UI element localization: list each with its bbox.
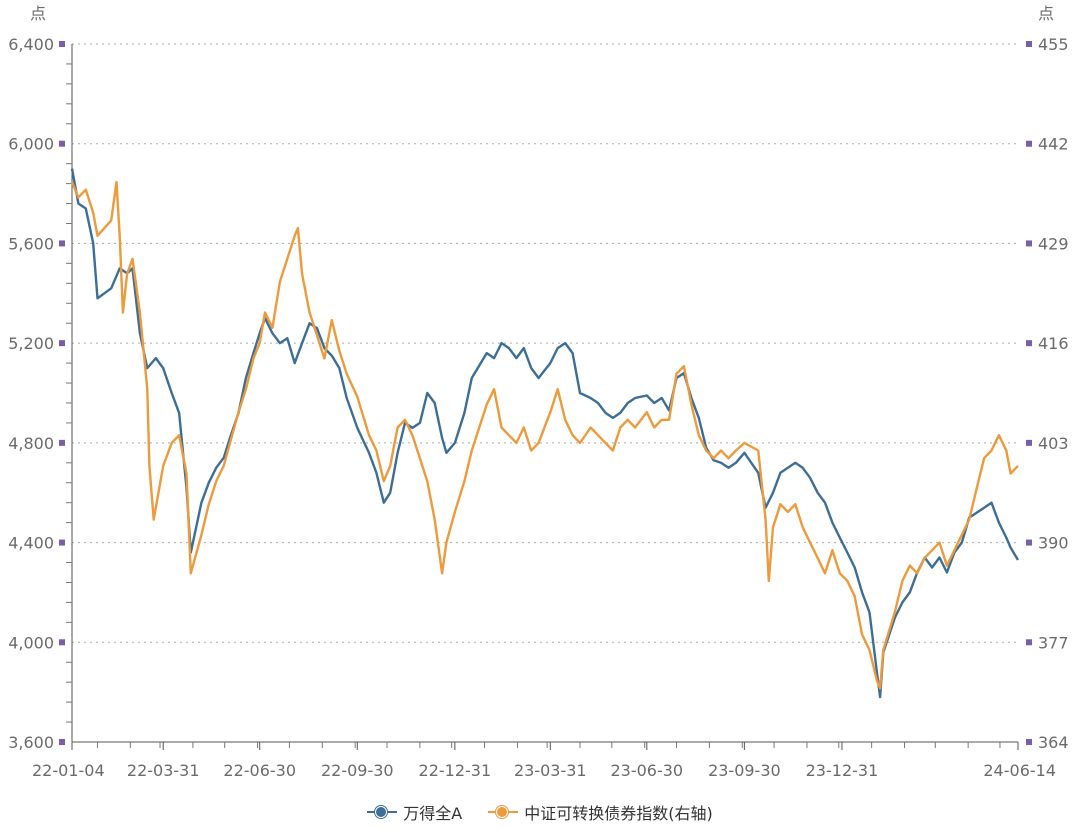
x-tick-label: 22-01-04 xyxy=(32,761,105,780)
x-axis-ticks: 22-01-04 22-03-31 22-06-30 22-09-30 22-12-31… xyxy=(32,742,1056,780)
left-tick-label: 4,800 xyxy=(8,434,54,453)
left-tick-marker xyxy=(59,639,65,646)
left-tick-label: 4,000 xyxy=(8,633,54,652)
legend-marker-icon xyxy=(488,805,519,819)
left-tick-marker xyxy=(59,439,65,446)
right-tick-label: 416 xyxy=(1038,334,1069,353)
right-tick-label: 377 xyxy=(1038,633,1069,652)
right-axis-unit: 点 xyxy=(1038,4,1054,23)
x-tick-label: 22-09-30 xyxy=(321,761,394,780)
x-tick-label: 23-06-30 xyxy=(610,761,683,780)
legend: 万得全A 中证可转换债券指数(右轴) xyxy=(0,800,1080,824)
legend-marker-icon xyxy=(367,805,398,819)
left-tick-marker xyxy=(59,41,65,47)
left-axis-ticks: 3,600 4,000 4,400 4,800 5,200 5,600 6,000 6,400 xyxy=(8,35,72,752)
gridlines xyxy=(72,43,1018,643)
legend-item-convertible-bond-index[interactable]: 中证可转换债券指数(右轴) xyxy=(488,800,713,824)
right-tick-label: 390 xyxy=(1038,534,1069,553)
left-tick-marker xyxy=(59,539,65,546)
series-line-convertible-bond-index xyxy=(70,180,1019,690)
left-tick-label: 4,400 xyxy=(8,534,54,553)
right-tick-marker xyxy=(1026,639,1032,646)
right-tick-marker xyxy=(1026,41,1032,47)
x-tick-label: 24-06-14 xyxy=(983,761,1056,780)
x-tick-label: 22-06-30 xyxy=(223,761,296,780)
left-tick-label: 6,400 xyxy=(8,35,54,54)
right-axis-ticks: 364 377 390 403 416 429 442 455 xyxy=(1026,35,1069,752)
legend-item-wind-all-a[interactable]: 万得全A xyxy=(367,800,462,824)
right-tick-label: 429 xyxy=(1038,234,1069,253)
left-tick-marker xyxy=(59,739,65,745)
x-tick-label: 23-09-30 xyxy=(708,761,781,780)
x-tick-label: 22-12-31 xyxy=(419,761,492,780)
left-tick-label: 3,600 xyxy=(8,733,54,752)
x-tick-label: 23-03-31 xyxy=(514,761,587,780)
legend-label-convertible-bond-index: 中证可转换债券指数(右轴) xyxy=(524,804,713,823)
series-layer xyxy=(70,168,1020,699)
right-tick-label: 403 xyxy=(1038,434,1069,453)
right-tick-label: 364 xyxy=(1038,733,1069,752)
legend-label-wind-all-a: 万得全A xyxy=(403,804,463,823)
series-line-wind-all-a xyxy=(70,168,1020,699)
right-tick-label: 455 xyxy=(1038,35,1069,54)
left-tick-label: 5,600 xyxy=(8,234,54,253)
right-tick-marker xyxy=(1026,739,1032,745)
axes xyxy=(71,44,1018,743)
left-tick-marker xyxy=(59,240,65,247)
left-tick-marker xyxy=(59,140,65,147)
x-tick-label: 23-12-31 xyxy=(806,761,879,780)
left-tick-label: 5,200 xyxy=(8,334,54,353)
right-tick-marker xyxy=(1026,340,1032,347)
dual-axis-line-chart: 3,600 4,000 4,400 4,800 5,200 5,600 6,000 6,400… xyxy=(8,4,1069,780)
right-tick-marker xyxy=(1026,140,1032,147)
right-tick-marker xyxy=(1026,539,1032,546)
right-tick-label: 442 xyxy=(1038,135,1069,154)
left-tick-label: 6,000 xyxy=(8,135,54,154)
right-tick-marker xyxy=(1026,240,1032,247)
left-tick-marker xyxy=(59,340,65,347)
x-tick-label: 22-03-31 xyxy=(127,761,200,780)
left-axis-unit: 点 xyxy=(30,4,46,23)
right-tick-marker xyxy=(1026,439,1032,446)
